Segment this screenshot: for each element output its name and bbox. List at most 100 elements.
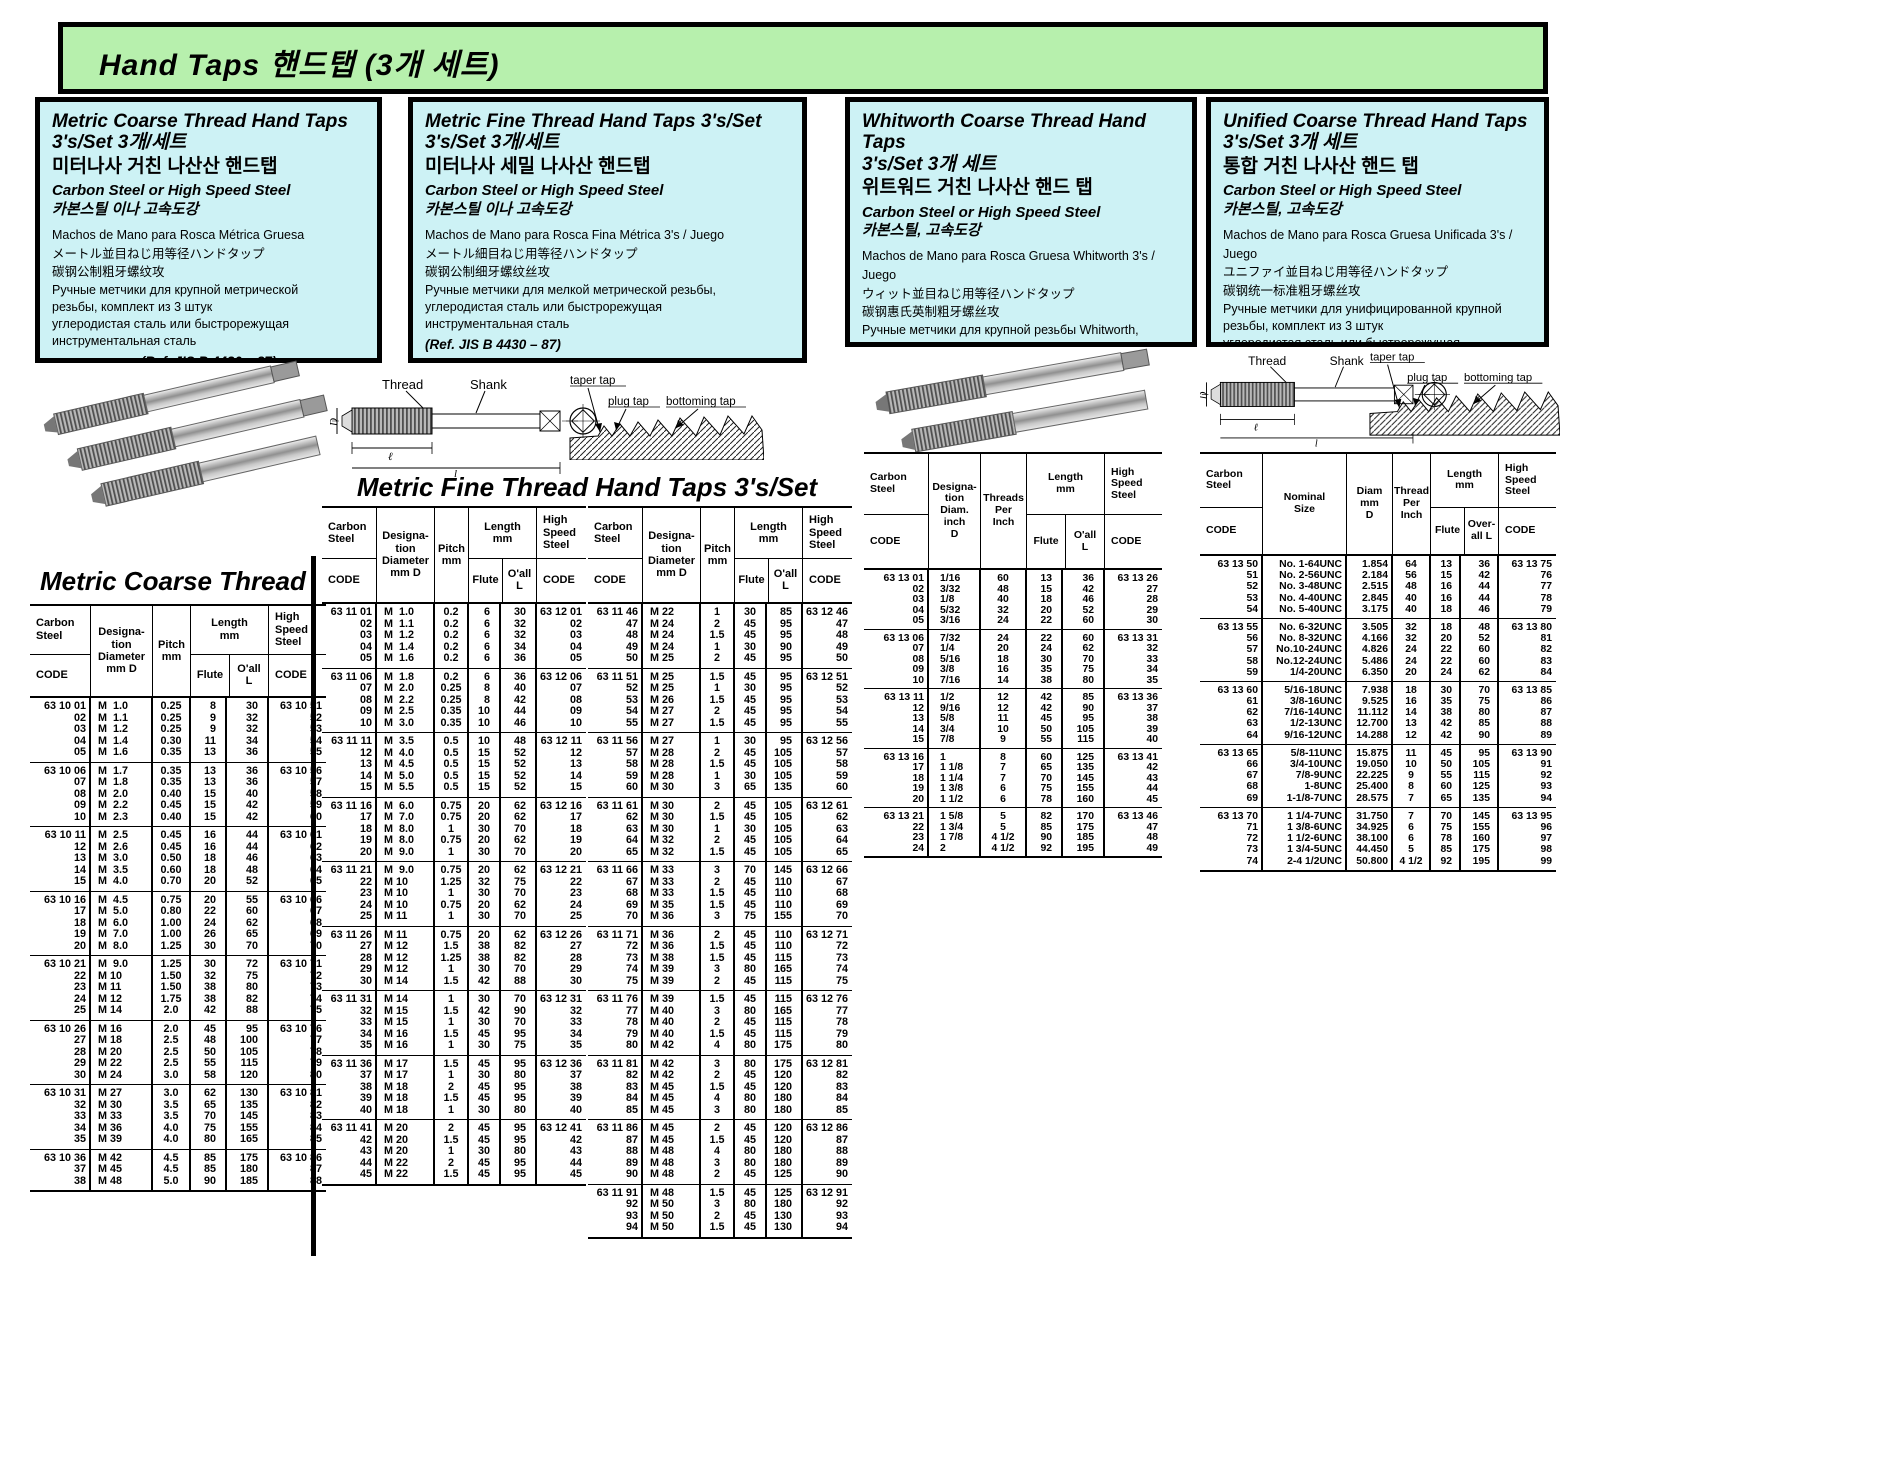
table-cell: M 2.3 [98,810,129,823]
table-cell: 74 [309,992,322,1005]
table-cell: 45 [477,1080,490,1093]
table-cell: 79 [835,1027,848,1040]
table-cell: 42 [477,974,490,987]
table-cell: 60 [1082,632,1094,644]
table-cell: 100 [239,1034,258,1047]
table-cell: 40 [997,594,1009,605]
table-cell: 77 [309,1034,322,1047]
table-cell: 88 [513,974,526,987]
table-cell: 24 [912,842,924,854]
table-row: 24 2 4 1/2 92 195 49 [864,843,1162,854]
table-cell: 37 [569,1069,582,1082]
table-cell: 24 [1405,655,1417,667]
table-cell: 17 [359,811,372,824]
table-cell: 74 [835,963,848,976]
table-cell: 1.00 [160,916,182,929]
table-cell: 80 [309,1068,322,1081]
jis-reference: (Ref. JIS B 4430 – 87) [140,353,277,363]
table-cell: 105 [773,799,792,812]
table-cell: 63 11 56 [596,735,638,748]
table-cell: 3 [713,1156,720,1169]
table-cell: M 12 [384,951,409,964]
table-cell: 14 [1405,707,1417,719]
table-cell: 0.35 [160,764,182,777]
table-cell: 1.5 [709,845,725,858]
table-cell: 1 3/4-5UNC [1287,844,1342,856]
table-cell: M 20 [384,1133,409,1146]
table-cell: 36 [245,746,258,759]
table-cell: 52 [513,769,526,782]
table-cell: 95 [513,1168,526,1181]
table-row: 18 M 8.0 1 30 70 18 [322,822,586,836]
table-group: 63 11 16 M 6.0 0.75 20 62 63 12 16 17 M 7.0 0.75… [322,796,586,862]
table-cell: 2 [713,799,720,812]
table-row: 63 10 11 M 2.5 0.45 16 44 63 10 61 [30,829,326,842]
table-cell: 85 [779,606,792,619]
table-cell: 95 [513,1133,526,1146]
taper-tap-label: taper tap [570,375,615,387]
header-high-speed-steel: High Speed Steel [803,508,852,559]
header-code: CODE [275,669,307,682]
dim-overall-label: l [454,468,457,478]
table-cell: M 28 [650,769,675,782]
table-cell: 65 [1440,792,1452,804]
table-cell: 18 [997,653,1009,665]
table-cell: 1.5 [443,1027,459,1040]
table-cell: M 40 [650,1004,675,1017]
table-row: 65 M 32 1.5 45 105 65 [588,845,852,859]
table-cell: 3/16 [940,615,961,626]
table-cell: 3.175 [1361,603,1388,615]
table-cell: 92 [1540,770,1552,782]
table-cell: 80 [743,1103,756,1116]
table-cell: 30 [477,993,490,1006]
box-title-set: 3's/Set 3개/세트 [425,132,560,154]
header-code: CODE [809,574,841,587]
table-cell: 80 [513,1145,526,1158]
table-cell: 23 [73,981,86,994]
table-cell: 120 [773,1069,792,1082]
table-row: 14 3/4 10 50 105 39 [864,724,1162,735]
table-cell: 30 [743,735,756,748]
table-cell: 62 [203,1087,216,1100]
table-cell: 8 [1000,751,1006,763]
table-cell: 56 [1246,633,1258,645]
table-cell: 14 [73,863,86,876]
table-cell: 70 [513,845,526,858]
table-cell: 60 [1478,644,1490,656]
table-cell: M 1.2 [384,629,415,642]
table-cell: 73 [625,951,638,964]
table-cell: M 8.0 [384,822,415,835]
header-oall: O'all L [502,558,536,602]
chinese-line: 碳钢公制细牙螺纹丝攻 [425,265,551,280]
table-cell: 105 [773,769,792,782]
table-row: 66 3/4-10UNC 19.050 10 50 105 91 [1200,759,1556,770]
table-cell: 0.35 [440,716,462,729]
table-cell: 58 [309,787,322,800]
table-cell: 45 [743,1133,756,1146]
table-cell: M 25 [650,652,675,665]
table-cell: 38 [359,1080,372,1093]
table-row: 52 M 25 1 30 95 52 [588,682,852,695]
box-title-set: 3's/Set 3개 세트 [862,153,997,175]
table-cell: M 22 [384,1168,409,1181]
table-cell: 63 10 31 [43,1087,86,1100]
table-row: 53 No. 4-40UNC 2.845 40 16 44 78 [1200,593,1556,604]
table-cell: 45 [743,834,756,847]
table-cell: 29 [569,963,582,976]
table-cell: 57 [1246,644,1258,656]
table-cell: 1/2-13UNC [1290,718,1342,730]
table-cell: 58 [203,1068,216,1081]
table-cell: 63 11 66 [596,864,638,877]
table-cell: M 1.1 [98,711,129,724]
table-cell: 1.25 [160,939,182,952]
page-title: Hand Taps 핸드탭 (3개 세트) [99,49,500,82]
table-row: 49 M 24 1 30 90 49 [588,641,852,654]
table-cell: 33 [359,1016,372,1029]
table-cell: M 39 [650,963,675,976]
table-row: 64 M 32 2 45 105 64 [588,834,852,847]
table-group: 63 11 36 M 17 1.5 45 95 63 12 36 37 M 17 1 30 80 37… [322,1054,586,1120]
column-separator [1391,556,1393,870]
box-title: Unified Coarse Thread Hand Taps [1223,111,1528,132]
table-cell: 75 [1082,664,1094,675]
table-cell: 75 [309,1004,322,1017]
